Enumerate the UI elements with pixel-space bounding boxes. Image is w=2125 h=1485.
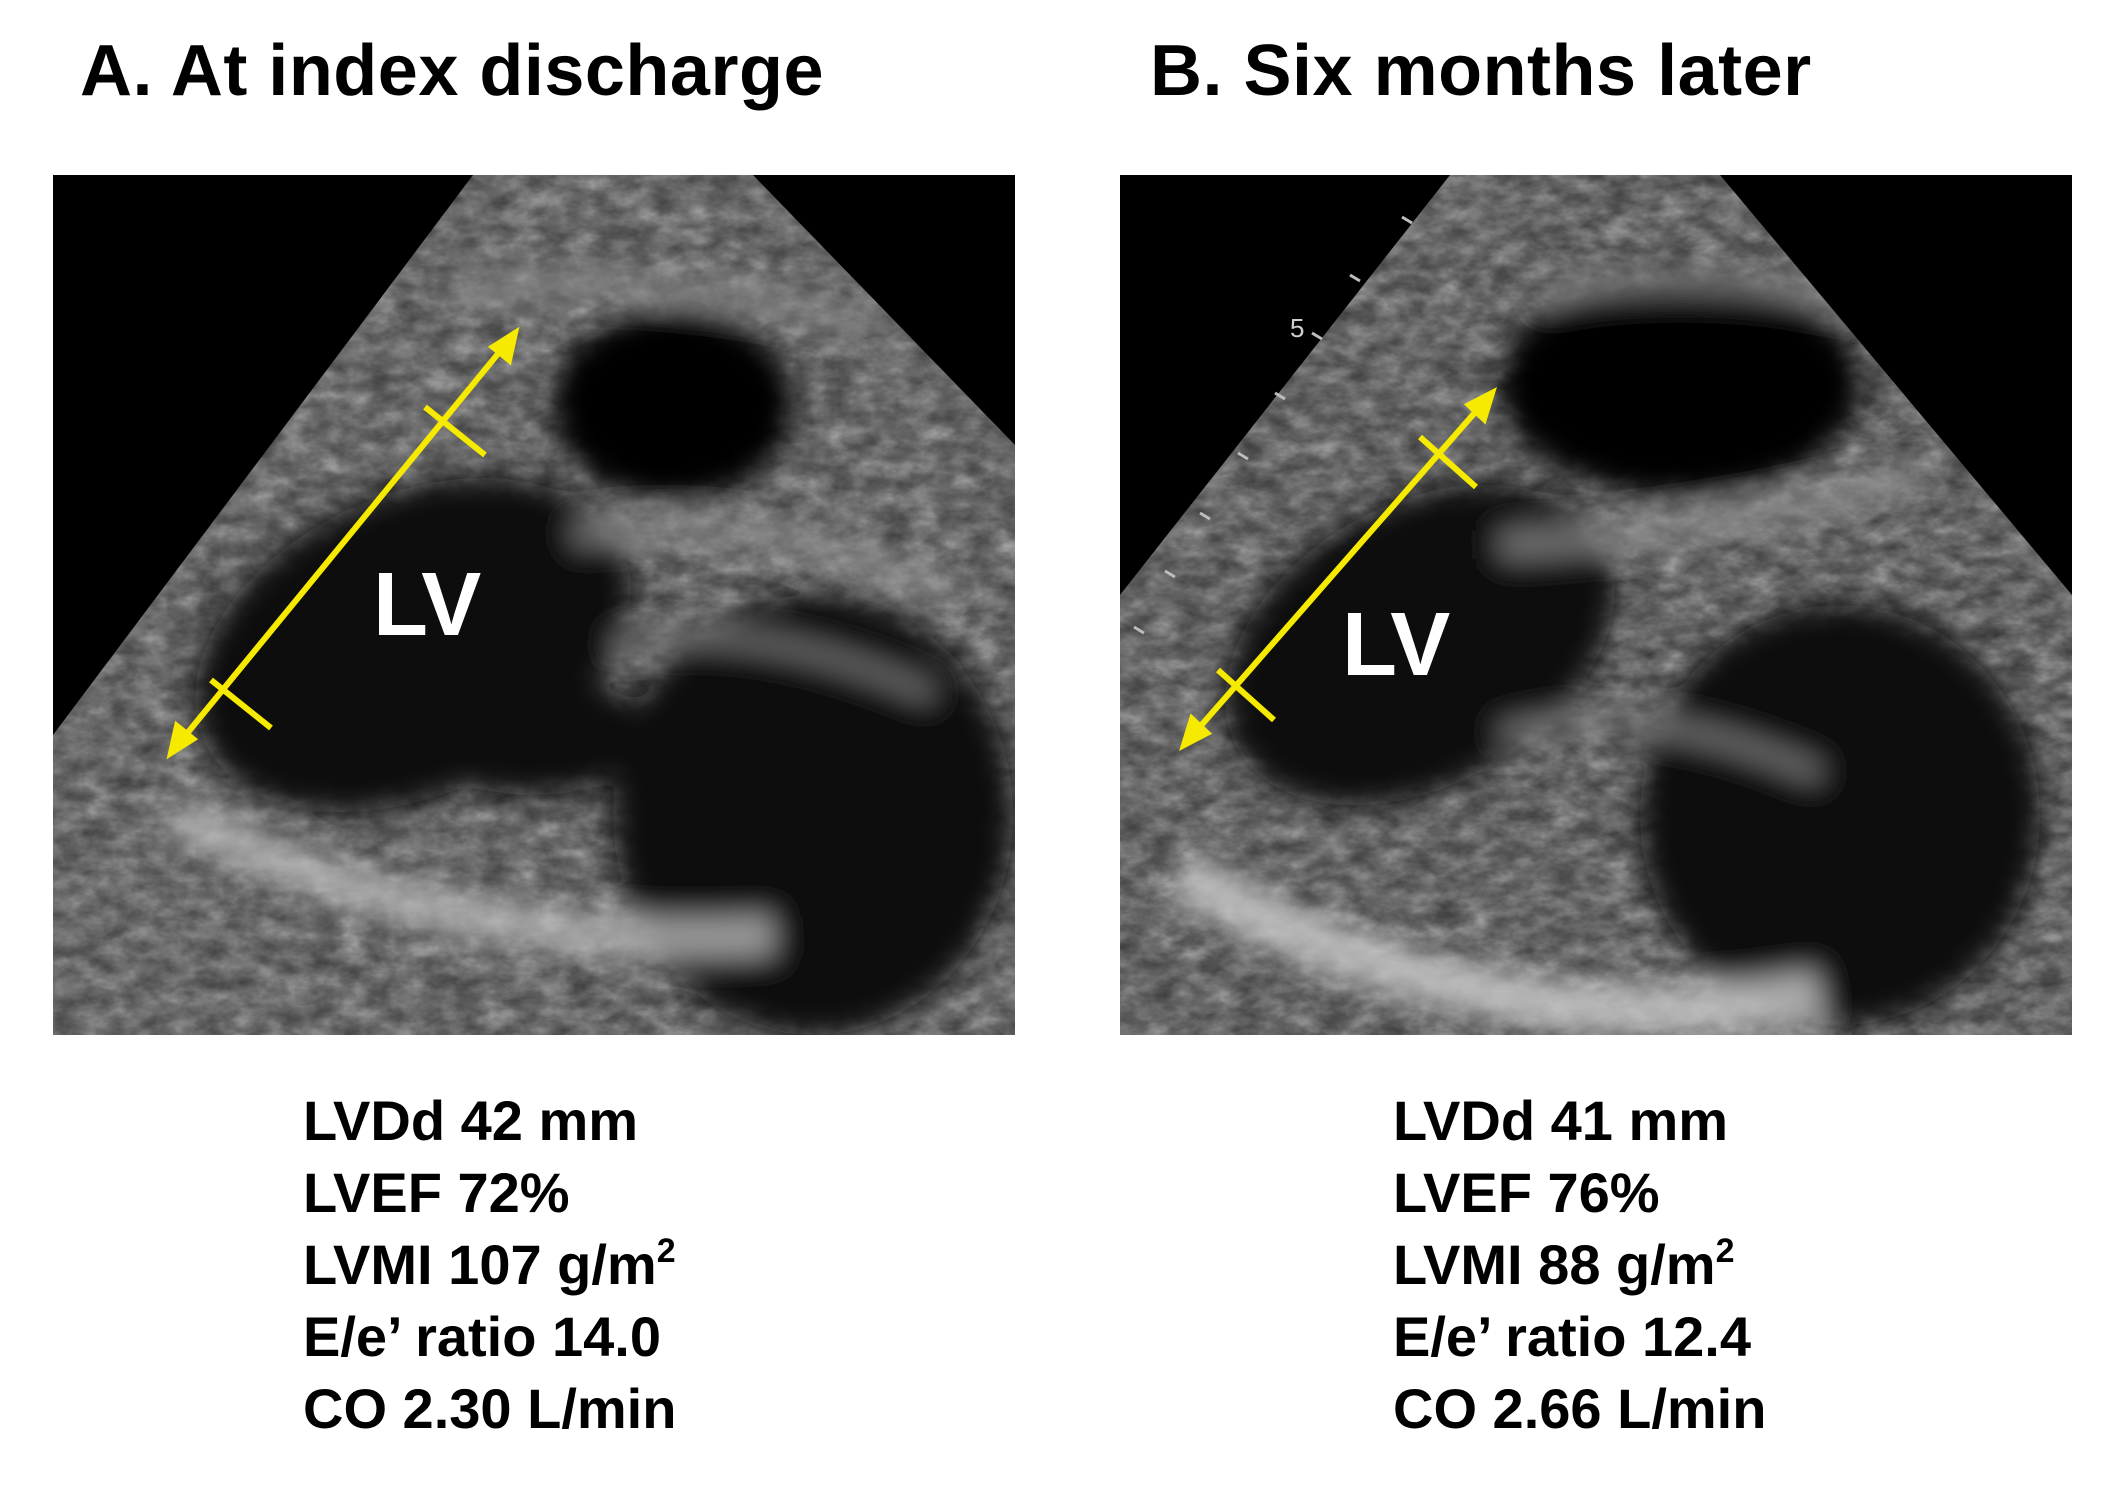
measurement-e-e-ratio: E/e’ ratio 14.0 — [303, 1305, 661, 1368]
panel-b-title: B. Six months later — [1150, 31, 1812, 111]
echo-ultrasound-image-a: LV — [53, 175, 1015, 1035]
echo-image-panel-b: 5 LV — [1120, 175, 2072, 1035]
lv-label-b: LV — [1342, 595, 1450, 695]
measurement-lvef: LVEF 72% — [303, 1161, 570, 1224]
measurement-lvef: LVEF 76% — [1393, 1161, 1660, 1224]
measurement-lvdd: LVDd 42 mm — [303, 1089, 639, 1152]
echo-ultrasound-image-b: 5 LV — [1120, 175, 2072, 1035]
measurement-lvdd: LVDd 41 mm — [1393, 1089, 1729, 1152]
measurements-panel-a: LVDd 42 mm LVEF 72% LVMI 107 g/m2 E/e’ r… — [303, 1085, 676, 1445]
measurement-lvmi: LVMI 88 g/m2 — [1393, 1232, 1735, 1296]
echo-image-panel-a: LV — [53, 175, 1015, 1035]
caliper-a — [166, 326, 520, 760]
panel-a-title: A. At index discharge — [80, 31, 824, 111]
depth-scale-label: 5 — [1290, 313, 1304, 343]
lv-label-a: LV — [373, 555, 481, 655]
measurement-lvmi: LVMI 107 g/m2 — [303, 1232, 676, 1296]
measurement-co: CO 2.66 L/min — [1393, 1377, 1767, 1440]
measurement-e-e-ratio: E/e’ ratio 12.4 — [1393, 1305, 1751, 1368]
measurement-co: CO 2.30 L/min — [303, 1377, 677, 1440]
caliper-b — [1179, 387, 1497, 751]
depth-scale — [1133, 215, 1413, 635]
measurements-panel-b: LVDd 41 mm LVEF 76% LVMI 88 g/m2 E/e’ ra… — [1393, 1085, 1766, 1445]
